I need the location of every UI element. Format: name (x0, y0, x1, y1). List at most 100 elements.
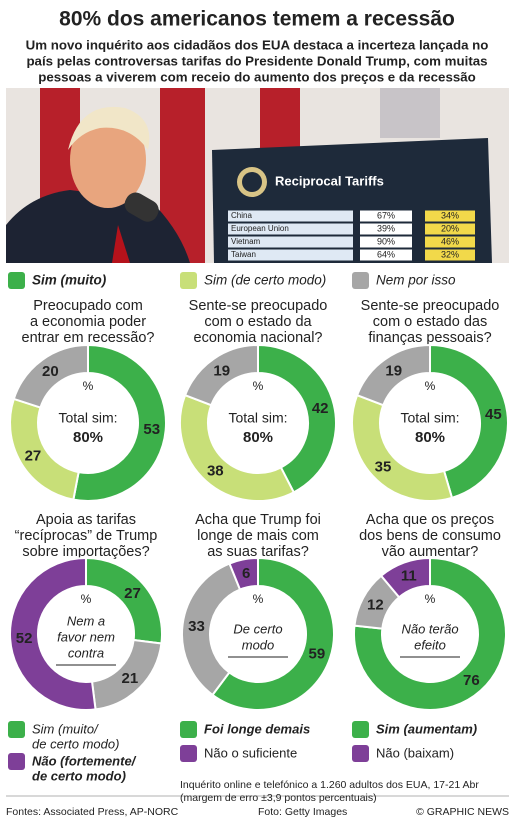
donut-segment (228, 556, 259, 591)
legend-label: de certo modo) (32, 736, 119, 751)
chart-title: com o estado da (204, 314, 312, 330)
donut-segment (179, 393, 296, 502)
sign-country: China (231, 211, 252, 220)
unit-label: % (425, 379, 436, 393)
donut (9, 343, 168, 502)
unit-label: % (81, 592, 92, 606)
donut (351, 343, 509, 502)
value-label: 19 (385, 362, 402, 379)
donut (9, 556, 163, 711)
chart-title: finanças pessoais? (368, 330, 491, 346)
value-label: 42 (312, 400, 329, 417)
face (70, 112, 146, 208)
value-label: 11 (401, 568, 417, 585)
subtitle: pessoas a viverem com receio do aumento … (38, 70, 476, 85)
center-label: Total sim: (228, 410, 287, 426)
sign-cell (425, 210, 475, 222)
seal-inner (242, 172, 262, 192)
sign-row (228, 223, 353, 235)
note: Inquérito online e telefónico a 1.260 ad… (180, 779, 479, 791)
donut-segment (351, 393, 454, 502)
donut-segment (429, 343, 509, 500)
legend-label: Sim (aumentam) (376, 721, 477, 736)
legend-label: Não (fortemente/ (32, 753, 137, 768)
center-label: modo (242, 637, 275, 652)
hair (68, 106, 150, 150)
chart-title: as suas tarifas? (207, 544, 309, 560)
stripe (380, 88, 440, 138)
legend-label: Sim (de certo modo) (204, 273, 326, 288)
sign-rate: 67% (377, 210, 395, 220)
sign-country: Taiwan (231, 250, 256, 259)
sign-row (228, 236, 353, 248)
sign-rate: 64% (377, 249, 395, 259)
chart-title: “recíprocas” de Trump (15, 528, 158, 544)
donut-segment (183, 343, 259, 407)
value-label: 45 (485, 406, 502, 423)
center-value: 80% (415, 429, 445, 446)
sign-row (228, 249, 353, 261)
donut-segment (72, 343, 168, 502)
chart-title: vão aumentar? (382, 544, 479, 560)
sign-rate: 20% (441, 223, 459, 233)
center-label: Não terão (401, 621, 458, 636)
legend-swatch (180, 745, 197, 762)
center-label: efeito (414, 637, 446, 652)
sign-cell (425, 223, 475, 235)
title: 80% dos americanos temem a recessão (59, 8, 455, 31)
sign-rate: 39% (377, 223, 395, 233)
legend-label: Nem por isso (376, 273, 456, 288)
donut (353, 556, 507, 711)
center-value: 80% (243, 429, 273, 446)
sign-cell (425, 236, 475, 248)
chart-title: Acha que Trump foi (195, 512, 321, 528)
value-label: 19 (213, 362, 230, 379)
chart-title: longe de mais com (197, 528, 319, 544)
legend-swatch (352, 272, 369, 289)
chart-title: dos bens de consumo (359, 528, 501, 544)
legend-swatch (8, 272, 25, 289)
center-label: De certo (233, 621, 282, 636)
sign-rate: 90% (377, 236, 395, 246)
legend-label: Foi longe demais (204, 721, 310, 736)
center-label: favor nem (57, 629, 115, 644)
legend-swatch (180, 721, 197, 738)
value-label: 59 (308, 646, 325, 663)
center-label: Total sim: (58, 410, 117, 426)
sign-rate: 34% (441, 210, 459, 220)
chart-title: com o estado das (373, 314, 487, 330)
donut (179, 343, 337, 502)
legend-label: Não (baixam) (376, 745, 454, 760)
value-label: 20 (42, 363, 59, 380)
value-label: 38 (207, 463, 224, 480)
tie (112, 225, 130, 263)
chart-title: a economia poder (30, 314, 146, 330)
donut-segment (12, 343, 89, 409)
sign-row (228, 210, 353, 222)
value-label: 6 (242, 565, 250, 582)
sign-cell (360, 236, 412, 248)
chart-title: Sente-se preocupado (361, 298, 500, 314)
donut-segment (257, 343, 337, 494)
sign-rate: 32% (441, 249, 459, 259)
legend-swatch (8, 753, 25, 770)
sign-country: Vietnam (231, 237, 261, 246)
legend-label: Sim (muito) (32, 273, 107, 288)
sign-cell (360, 210, 412, 222)
chart-title: Preocupado com (33, 298, 143, 314)
sign-cell (360, 249, 412, 261)
value-label: 21 (121, 670, 138, 687)
legend-label: de certo modo) (32, 768, 126, 783)
value-label: 33 (188, 618, 205, 635)
value-label: 27 (25, 448, 42, 465)
donut-segment (355, 343, 431, 407)
stripe (260, 88, 300, 148)
legend-swatch (352, 745, 369, 762)
value-label: 12 (367, 597, 384, 614)
sign-cell (360, 223, 412, 235)
photo-credit: Foto: Getty Images (258, 806, 347, 818)
legend-label: Sim (muito/ (32, 721, 99, 736)
legend-swatch (180, 272, 197, 289)
legend-swatch (352, 721, 369, 738)
